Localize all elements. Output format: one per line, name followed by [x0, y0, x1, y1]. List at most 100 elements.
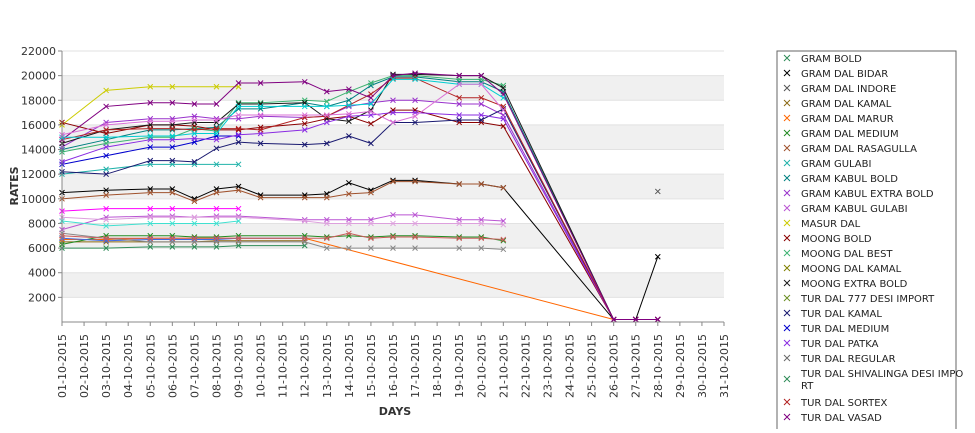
data-point: [456, 81, 463, 88]
data-point: [301, 194, 308, 201]
data-point: [368, 101, 374, 107]
data-point: [257, 126, 264, 133]
legend-item: GRAM DAL MEDIUM: [783, 129, 899, 140]
x-tick-label: 28-10-2015: [652, 334, 665, 398]
data-point: [235, 125, 242, 132]
data-point: [301, 235, 308, 242]
data-point: [169, 244, 176, 250]
data-point: [368, 220, 374, 227]
y-tick-label: 6000: [28, 242, 56, 255]
data-point: [654, 253, 661, 260]
data-point: [191, 235, 198, 242]
data-point: [390, 119, 396, 126]
data-point: [169, 214, 176, 221]
data-point: [390, 76, 396, 83]
legend-marker: [783, 324, 791, 332]
data-point: [478, 101, 485, 107]
data-point: [478, 245, 485, 251]
data-point: [301, 218, 308, 224]
x-tick-label: 03-10-2015: [100, 334, 113, 398]
series-line: [61, 109, 658, 321]
data-point: [169, 157, 176, 164]
data-point: [500, 246, 507, 253]
legend-item: TUR DAL REGULAR: [783, 354, 896, 365]
data-point: [213, 189, 220, 196]
series-line: [61, 112, 658, 321]
legend-label: MOONG DAL KAMAL: [801, 264, 902, 275]
data-point: [412, 245, 418, 251]
legend-label: GRAM DAL MEDIUM: [801, 129, 899, 140]
data-point: [346, 113, 352, 120]
legend-item: MOONG DAL BEST: [783, 249, 893, 260]
data-point: [456, 181, 463, 187]
x-tick-label: 25-10-2015: [586, 334, 599, 398]
data-point: [456, 220, 463, 227]
y-tick-label: 8000: [28, 217, 56, 230]
data-point: [346, 110, 352, 117]
x-tick-label: 05-10-2015: [144, 334, 157, 398]
data-point: [390, 211, 396, 218]
data-point: [103, 214, 109, 221]
data-point: [478, 112, 485, 118]
x-tick-label: 09-10-2015: [233, 334, 246, 398]
data-point: [478, 94, 485, 101]
y-tick-label: 16000: [21, 119, 56, 132]
data-point: [257, 106, 264, 112]
legend-item: GRAM DAL RASAGULLA: [783, 144, 917, 155]
data-point: [500, 94, 507, 101]
data-point: [301, 103, 308, 110]
data-point: [235, 214, 242, 221]
data-point: [191, 135, 198, 142]
data-point: [412, 211, 418, 218]
legend-label: TUR DAL 777 DESI IMPORT: [800, 294, 935, 305]
data-point: [654, 188, 661, 195]
data-point: [323, 194, 330, 201]
x-tick-label: 07-10-2015: [188, 334, 201, 398]
data-point: [191, 101, 198, 107]
data-point: [191, 220, 198, 227]
data-point: [412, 119, 418, 126]
data-point: [103, 87, 109, 94]
legend-label: TUR DAL REGULAR: [800, 354, 896, 365]
data-point: [301, 78, 308, 85]
data-point: [191, 214, 198, 221]
data-point: [169, 99, 176, 106]
legend-marker: [783, 339, 791, 347]
data-point: [147, 118, 154, 125]
data-point: [368, 94, 374, 101]
legend-label: GRAM DAL INDORE: [801, 84, 896, 95]
data-point: [323, 119, 330, 126]
legend-item: TUR DAL PATKA: [783, 339, 879, 350]
legend-label: GRAM DAL RASAGULLA: [801, 144, 917, 155]
data-point: [500, 115, 507, 122]
x-tick-label: 31-10-2015: [718, 334, 731, 398]
data-point: [191, 130, 198, 137]
data-point: [301, 114, 308, 121]
series-line: [61, 232, 504, 240]
legend-marker: [783, 264, 791, 272]
data-point: [191, 117, 198, 123]
legend-marker: [783, 234, 791, 242]
data-point: [235, 101, 242, 107]
data-point: [368, 234, 374, 240]
legend-marker: [783, 375, 791, 383]
data-point: [346, 86, 352, 93]
data-point: [456, 119, 463, 126]
data-point: [390, 109, 396, 116]
x-tick-label: 10-10-2015: [255, 334, 268, 398]
data-point: [390, 220, 396, 227]
plot-axes: 2000 4000 6000 8000 10000 12000 14000 16000 1800…: [21, 45, 731, 398]
series-line: [61, 232, 504, 250]
data-point: [147, 157, 154, 164]
data-point: [301, 141, 308, 148]
legend-label: TUR DAL MEDIUM: [800, 324, 889, 335]
series: [59, 230, 507, 243]
plot-bands: [62, 75, 724, 298]
data-point: [323, 88, 330, 95]
data-point: [412, 178, 418, 185]
data-point: [169, 118, 176, 125]
data-point: [103, 205, 109, 212]
data-point: [213, 244, 220, 250]
legend-label: GRAM GULABI: [801, 159, 871, 170]
legend-box: [776, 50, 957, 433]
